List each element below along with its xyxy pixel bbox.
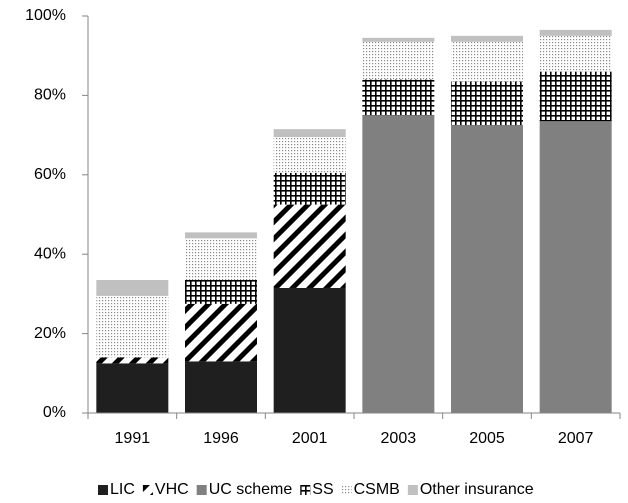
bar-segment: [273, 204, 346, 288]
bar-segment: [539, 35, 612, 72]
bar-segment: [451, 125, 523, 414]
legend-label: CSMB: [354, 481, 400, 498]
bar-segment: [362, 79, 435, 116]
legend-marker: [196, 485, 207, 495]
bar-segment: [273, 129, 346, 138]
x-tick-label: 2007: [558, 430, 594, 447]
y-tick-label: 100%: [25, 7, 66, 24]
bar-segment: [185, 232, 257, 239]
legend-marker: [407, 485, 418, 495]
bar-segment: [539, 71, 612, 122]
bar-segment: [185, 280, 257, 304]
bar-segment: [273, 287, 346, 413]
legend-marker: [300, 485, 311, 495]
x-tick-label: 2005: [469, 430, 505, 447]
bar-segment: [96, 363, 169, 413]
legend-label: VHC: [155, 481, 189, 498]
bar-segment: [362, 41, 435, 80]
legend-marker: [98, 485, 108, 495]
bar-segment: [273, 137, 346, 173]
bar-segment: [362, 115, 435, 413]
bar-segment: [185, 238, 257, 281]
legend-label: LIC: [110, 481, 135, 498]
y-tick-label: 60%: [34, 166, 66, 183]
y-tick-label: 0%: [43, 404, 66, 421]
bar-segment: [451, 41, 523, 82]
legend-label: Other insurance: [420, 481, 534, 498]
legend-marker: [341, 485, 352, 495]
bar-segment: [451, 35, 523, 42]
x-tick-label: 2001: [292, 430, 328, 447]
x-tick-label: 2003: [381, 430, 417, 447]
x-tick-label: 1991: [115, 430, 151, 447]
bar-segment: [451, 81, 523, 126]
bar-segment: [96, 295, 169, 358]
bar-segment: [273, 172, 346, 205]
y-tick-label: 20%: [34, 325, 66, 342]
bar-segment: [185, 303, 257, 362]
y-tick-label: 40%: [34, 245, 66, 262]
bar-segment: [185, 361, 257, 413]
bar-segment: [539, 121, 612, 413]
y-tick-label: 80%: [34, 87, 66, 104]
legend-label: SS: [312, 481, 333, 498]
bar-segment: [96, 357, 169, 364]
legend-marker: [142, 485, 153, 495]
legend-label: UC scheme: [209, 481, 293, 498]
bar-segment: [362, 37, 435, 42]
bar-segment: [539, 29, 612, 36]
bar-segment: [96, 280, 169, 296]
x-tick-label: 1996: [203, 430, 239, 447]
